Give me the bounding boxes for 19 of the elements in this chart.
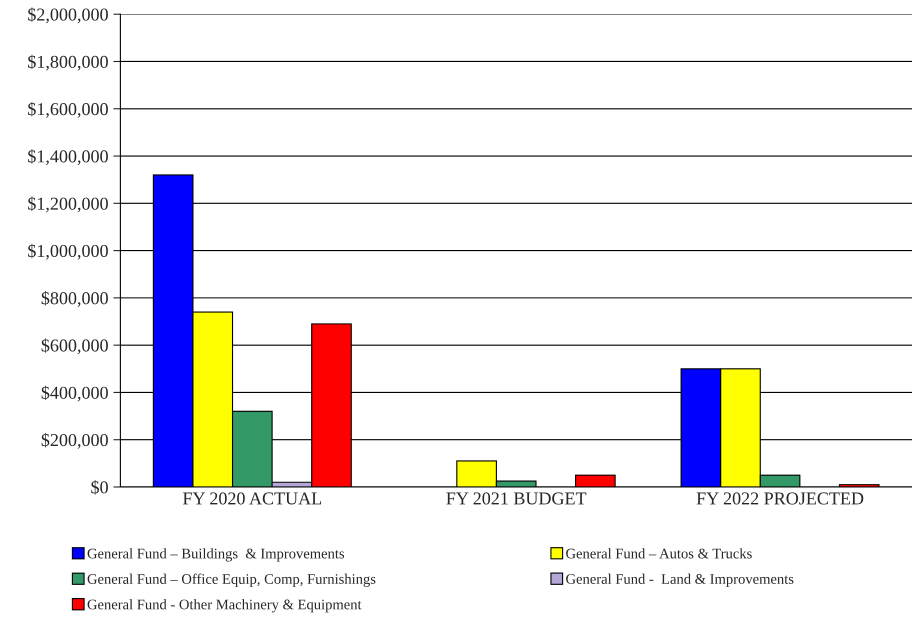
legend-label: General Fund – Buildings & Improvements [88, 548, 344, 562]
y-tick-label: $1,600,000 [28, 102, 108, 118]
y-tick-label: $1,800,000 [28, 54, 108, 71]
y-tick-label: $1,200,000 [28, 196, 108, 212]
legend-label: General Fund - Other Machinery & Equipment [88, 599, 362, 612]
legend-label: General Fund - Land & Improvements [566, 574, 794, 587]
y-tick-label: $1,000,000 [28, 244, 108, 260]
legend-label: General Fund – Autos & Trucks [566, 548, 752, 558]
y-tick-label: $800,000 [42, 291, 108, 307]
y-tick-label: $0 [91, 480, 108, 495]
y-tick-label: $600,000 [42, 338, 108, 354]
y-tick-label: $200,000 [42, 432, 108, 449]
legend-label: General Fund – Office Equip, Comp, Furnishings [88, 574, 376, 587]
x-tick-label: FY 2020 ACTUAL [182, 492, 322, 505]
x-tick-label: FY 2021 BUDGET [446, 492, 586, 505]
y-tick-label: $400,000 [42, 386, 108, 402]
y-tick-label: $2,000,000 [28, 7, 108, 24]
x-tick-label: FY 2022 PROJECTED [696, 492, 864, 505]
y-tick-label: $1,400,000 [28, 149, 108, 166]
